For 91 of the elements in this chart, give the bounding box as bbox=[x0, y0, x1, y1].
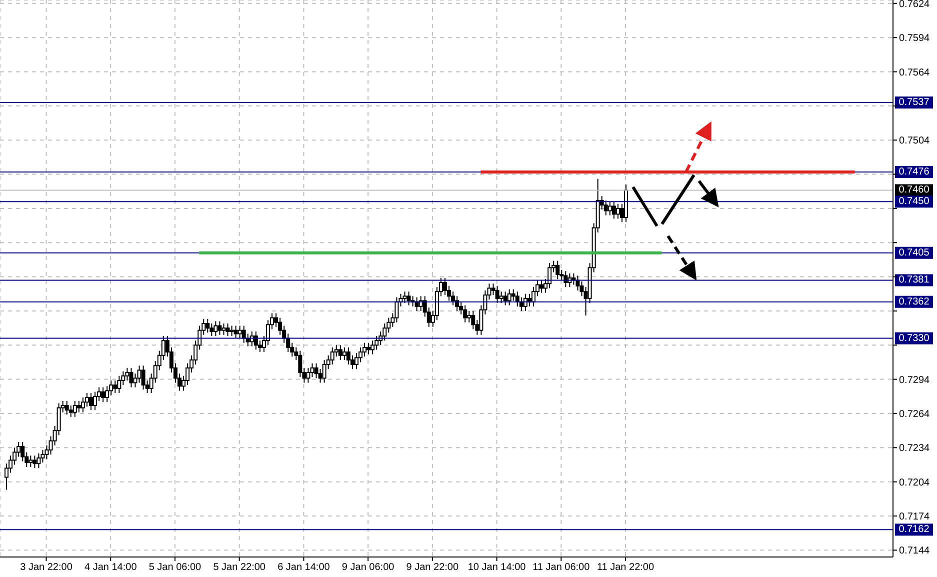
x-tick-label: 5 Jan 22:00 bbox=[213, 562, 266, 574]
y-tick-label: 0.7594 bbox=[899, 33, 930, 44]
candlestick bbox=[234, 325, 238, 339]
candlestick bbox=[93, 391, 98, 411]
y-tick-label: 0.7174 bbox=[899, 512, 930, 523]
candlestick bbox=[133, 373, 138, 388]
candlestick bbox=[88, 392, 93, 411]
candlestick bbox=[608, 201, 612, 216]
candlestick bbox=[76, 400, 81, 413]
candlestick bbox=[467, 310, 472, 323]
candlestick bbox=[330, 346, 334, 365]
y-tick-label: 0.7504 bbox=[899, 136, 930, 147]
candlestick bbox=[406, 291, 411, 306]
candlestick bbox=[455, 296, 460, 312]
candlestick bbox=[230, 325, 234, 337]
x-tick-label: 9 Jan 06:00 bbox=[342, 562, 395, 574]
y-tick-label: 0.7234 bbox=[899, 443, 930, 454]
candlestick bbox=[222, 322, 226, 336]
candlestick bbox=[322, 359, 326, 384]
candlestick bbox=[564, 270, 568, 288]
candlestick bbox=[64, 400, 69, 416]
candlestick bbox=[242, 325, 246, 344]
candlestick bbox=[507, 288, 512, 306]
candlestick bbox=[402, 291, 407, 304]
y-tick-label: 0.7204 bbox=[899, 477, 930, 488]
candlestick bbox=[540, 280, 544, 294]
candlestick bbox=[499, 291, 504, 304]
y-tick-label: 0.7564 bbox=[899, 67, 930, 78]
candlestick bbox=[218, 320, 222, 336]
x-tick-label: 4 Jan 14:00 bbox=[84, 562, 138, 574]
candlestick bbox=[129, 367, 134, 388]
candlestick bbox=[515, 291, 520, 307]
candlestick bbox=[418, 296, 423, 312]
candlestick bbox=[101, 386, 106, 403]
candlestick bbox=[370, 340, 375, 355]
candlestick bbox=[548, 262, 552, 289]
ref-line-label: 0.7162 bbox=[898, 524, 930, 536]
candlestick bbox=[137, 365, 142, 384]
candlestick bbox=[374, 336, 379, 350]
candlestick bbox=[113, 380, 118, 394]
ref-line-label: 0.7537 bbox=[898, 97, 930, 108]
candlestick bbox=[117, 375, 122, 394]
ref-line-label: 0.7460 bbox=[898, 184, 930, 196]
candlestick bbox=[80, 397, 85, 413]
candlestick bbox=[125, 367, 130, 381]
ref-line-label: 0.7381 bbox=[898, 274, 930, 286]
candlestick bbox=[306, 367, 310, 384]
candlestick bbox=[210, 322, 214, 337]
candlestick bbox=[366, 342, 371, 355]
candlestick bbox=[491, 283, 496, 296]
y-tick-label: 0.7264 bbox=[899, 409, 930, 420]
x-tick-label: 10 Jan 14:00 bbox=[468, 562, 526, 574]
candlestick bbox=[44, 444, 49, 460]
x-tick-label: 5 Jan 06:00 bbox=[148, 562, 202, 574]
ref-line-label: 0.7362 bbox=[898, 296, 930, 308]
ref-line-label: 0.7476 bbox=[898, 166, 930, 178]
candlestick bbox=[238, 325, 242, 339]
candlestick bbox=[72, 400, 77, 418]
ref-line-label: 0.7450 bbox=[898, 196, 930, 208]
candlestick bbox=[342, 346, 346, 360]
candlestick bbox=[495, 285, 500, 304]
candlestick bbox=[616, 203, 620, 220]
candlestick bbox=[214, 320, 218, 337]
candlestick bbox=[32, 455, 37, 469]
candlestick bbox=[604, 200, 608, 216]
candlestick bbox=[206, 318, 210, 334]
x-tick-label: 9 Jan 22:00 bbox=[406, 562, 459, 574]
candlestick bbox=[394, 296, 399, 323]
candlestick bbox=[556, 260, 560, 280]
candlestick bbox=[503, 291, 508, 306]
x-tick-label: 6 Jan 14:00 bbox=[278, 562, 330, 574]
ref-line-label: 0.7405 bbox=[898, 247, 930, 258]
y-tick-label: 0.7144 bbox=[899, 546, 930, 557]
candlestick bbox=[463, 304, 468, 323]
candlestick bbox=[254, 330, 258, 350]
y-tick-label: 0.7294 bbox=[899, 374, 930, 386]
candlestick bbox=[346, 346, 350, 365]
candlestick bbox=[226, 322, 230, 337]
x-tick-label: 11 Jan 22:00 bbox=[596, 562, 654, 574]
candlestick bbox=[141, 365, 146, 390]
candlestick bbox=[28, 455, 33, 468]
candlestick bbox=[314, 362, 318, 379]
candlestick bbox=[338, 344, 342, 360]
candlestick bbox=[523, 293, 528, 312]
x-tick-label: 3 Jan 22:00 bbox=[20, 562, 73, 574]
candlestick bbox=[612, 201, 616, 220]
candlestick bbox=[68, 405, 73, 418]
candlestick bbox=[36, 452, 41, 469]
ref-line-label: 0.7330 bbox=[898, 332, 930, 344]
y-tick-label: 0.7624 bbox=[899, 0, 930, 10]
x-tick-label: 11 Jan 06:00 bbox=[532, 562, 590, 574]
